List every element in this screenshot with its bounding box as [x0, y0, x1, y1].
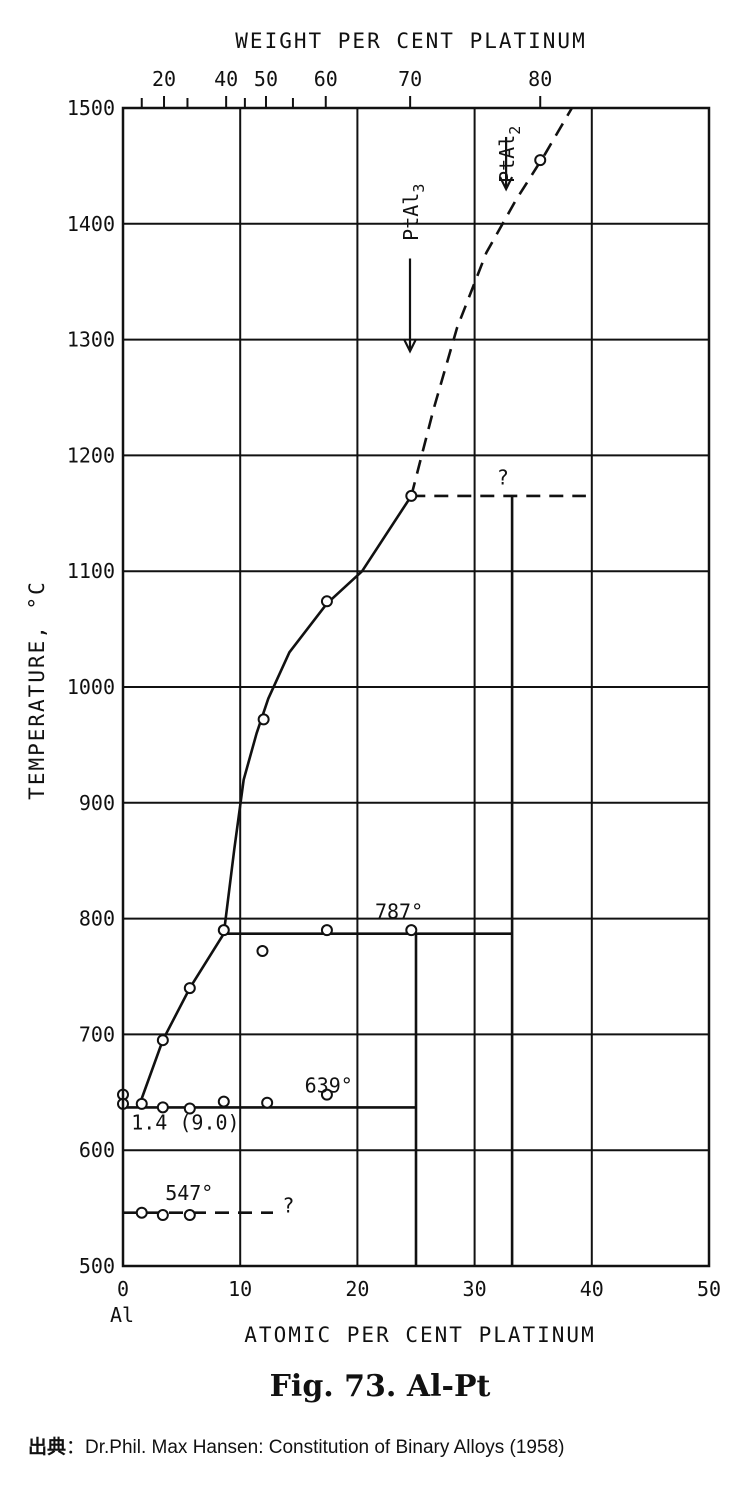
top-axis-title: WEIGHT PER CENT PLATINUM	[235, 29, 586, 53]
top-tick-label: 40	[214, 67, 238, 91]
phase-label: PtAl2	[495, 126, 524, 183]
data-point	[135, 1206, 148, 1219]
data-point	[156, 1209, 169, 1222]
y-tick-label: 1100	[67, 559, 115, 583]
data-point	[183, 1209, 196, 1222]
data-point	[217, 924, 230, 937]
y-axis-title: TEMPERATURE, °C	[25, 580, 49, 800]
y-tick-label: 600	[79, 1138, 115, 1162]
annotation-label: ?	[282, 1194, 294, 1218]
x-tick-label: 0	[117, 1277, 129, 1301]
data-point	[320, 595, 333, 608]
phase-arrowhead	[499, 176, 514, 192]
data-point	[405, 489, 418, 502]
data-point	[534, 154, 547, 167]
top-tick-label: 60	[314, 67, 338, 91]
annotations: 787° 639° 1.4 (9.0) 547°??	[131, 465, 509, 1217]
source-text: ：Dr.Phil. Max Hansen: Constitution of Bi…	[66, 1437, 564, 1458]
y-tick-label: 500	[79, 1254, 115, 1278]
boundary-line-dashed	[410, 107, 574, 497]
y-tick-label: 1200	[67, 443, 115, 467]
phase-arrowhead	[403, 338, 417, 354]
data-point	[217, 1095, 230, 1108]
y-tick-label: 800	[79, 907, 115, 931]
annotation-label: ?	[497, 465, 509, 489]
phase-markers: PtAl3 PtAl2	[399, 126, 524, 354]
top-tick-label: 70	[398, 67, 422, 91]
y-tick-label: 1300	[67, 328, 115, 352]
y-tick-label: 1000	[67, 675, 115, 699]
data-point	[261, 1096, 274, 1109]
x-origin-label: Al	[110, 1303, 134, 1327]
y-tick-label: 1400	[67, 212, 115, 236]
y-tick-label: 900	[79, 791, 115, 815]
data-point	[135, 1097, 148, 1110]
top-tick-label: 20	[152, 67, 176, 91]
data-point	[156, 1034, 169, 1047]
y-tick-label: 1500	[67, 96, 115, 120]
x-tick-label: 50	[697, 1277, 721, 1301]
x-tick-label: 30	[463, 1277, 487, 1301]
x-tick-label: 10	[228, 1277, 252, 1301]
figure-title: Fig. 73. Al-Pt	[270, 1369, 491, 1404]
x-tick-label: 40	[580, 1277, 604, 1301]
data-point	[256, 945, 269, 958]
data-point	[183, 1102, 196, 1115]
source-note: 出典：Dr.Phil. Max Hansen: Constitution of …	[28, 1435, 564, 1458]
phase-label: PtAl3	[399, 184, 428, 241]
x-tick-label: 20	[345, 1277, 369, 1301]
data-point	[320, 1088, 333, 1101]
top-tick-label: 50	[254, 67, 278, 91]
plot-frame	[121, 106, 711, 1268]
y-tick-label: 700	[79, 1022, 115, 1046]
data-point	[156, 1101, 169, 1114]
boundary-line	[138, 495, 413, 1106]
top-tick-label: 80	[528, 67, 552, 91]
data-point	[183, 982, 196, 995]
data-point	[405, 924, 418, 937]
axes: 0 10 20 30 40 50 500 600 700 800 900 1000 1100 1200 13…	[67, 67, 721, 1301]
data-point	[320, 924, 333, 937]
annotation-label: 1.4 (9.0)	[131, 1110, 239, 1134]
annotation-label: 787°	[375, 900, 423, 924]
annotation-label: 639°	[305, 1073, 353, 1097]
annotation-label: 547°	[165, 1181, 213, 1205]
source-label: 出典	[28, 1435, 66, 1458]
x-axis-title: ATOMIC PER CENT PLATINUM	[244, 1323, 595, 1347]
data-point	[257, 713, 270, 726]
